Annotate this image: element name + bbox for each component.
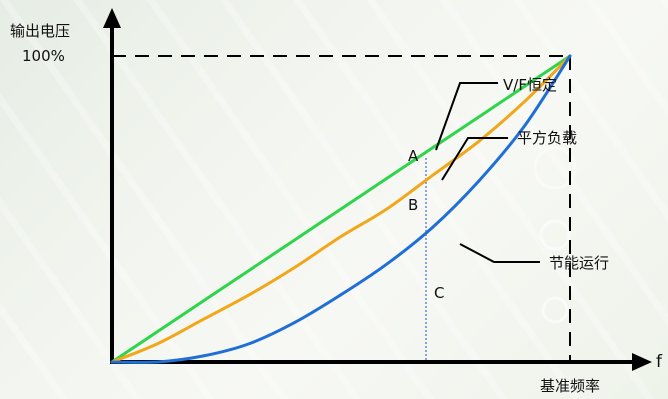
y-axis-arrow	[103, 8, 121, 28]
y-axis-label: 输出电压	[10, 22, 71, 40]
leader-energy	[459, 243, 540, 263]
series-label-energy: 节能运行	[549, 254, 610, 272]
x-base-label: 基准频率	[540, 377, 601, 395]
leader-square	[441, 137, 508, 181]
point-label-c: C	[434, 284, 445, 302]
y-max-label: 100%	[22, 47, 65, 65]
leader-lines	[435, 82, 540, 263]
series-line-vf	[110, 54, 572, 364]
point-label-b: B	[408, 196, 419, 214]
series-layer	[110, 54, 572, 364]
background-decoration	[533, 146, 577, 324]
leader-vf	[435, 82, 498, 151]
series-label-vf: V/F恒定	[503, 76, 557, 94]
x-axis-arrow	[632, 353, 652, 371]
point-label-a: A	[408, 147, 419, 165]
series-line-energy	[110, 54, 572, 364]
series-label-square: 平方负载	[517, 129, 578, 147]
series-line-square	[110, 54, 572, 364]
x-axis-label: f	[656, 352, 662, 372]
